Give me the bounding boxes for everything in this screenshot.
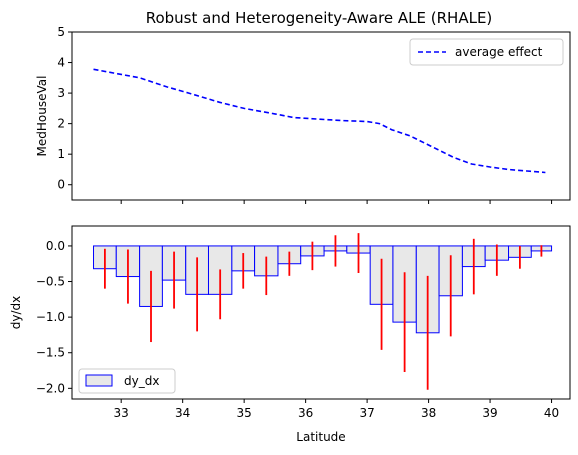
bottom-x-tick-label: 40 <box>544 406 559 420</box>
top-y-tick-label: 5 <box>57 25 65 39</box>
legend-swatch-dy-dx <box>85 374 113 387</box>
bottom-x-tick-label: 37 <box>359 406 374 420</box>
top-y-tick-label: 2 <box>57 117 65 131</box>
bottom-x-ticks: 33 34 35 36 37 38 39 40 <box>114 399 559 420</box>
top-y-axis-label: MedHouseVal <box>35 76 49 157</box>
top-y-ticks: 0 1 2 3 4 5 <box>57 25 72 192</box>
bottom-x-tick-label: 33 <box>114 406 129 420</box>
bottom-x-tick-label: 36 <box>298 406 313 420</box>
bottom-y-ticks: 0.0 −0.5 −1.0 −1.5 −2.0 <box>36 239 72 395</box>
top-x-ticks <box>120 200 553 204</box>
top-legend: average effect <box>409 38 564 66</box>
bottom-y-tick-label: −2.0 <box>36 381 65 395</box>
chart-title: Robust and Heterogeneity-Aware ALE (RHAL… <box>146 9 493 27</box>
legend-label-dy-dx: dy_dx <box>124 374 159 388</box>
bottom-plot-frame <box>71 225 571 400</box>
bottom-x-tick-label: 39 <box>482 406 497 420</box>
top-legend-box <box>409 38 564 66</box>
bottom-plot-panel: 0.0 −0.5 −1.0 −1.5 −2.0 33 34 35 36 37 38 39 40 dy/… <box>9 225 571 444</box>
bottom-x-tick-label: 35 <box>237 406 252 420</box>
bottom-y-tick-label: 0.0 <box>46 239 65 253</box>
bottom-y-tick-label: −1.5 <box>36 346 65 360</box>
bottom-y-tick-label: −1.0 <box>36 310 65 324</box>
bottom-bars-layer <box>93 245 553 334</box>
top-series-layer <box>93 68 546 174</box>
series-line-average-effect <box>93 68 546 174</box>
bottom-y-tick-label: −0.5 <box>36 275 65 289</box>
top-y-tick-label: 1 <box>57 147 65 161</box>
bottom-x-tick-label: 38 <box>421 406 436 420</box>
bottom-x-tick-label: 34 <box>175 406 190 420</box>
legend-label-average-effect: average effect <box>455 45 543 59</box>
bottom-y-axis-label: dy/dx <box>9 296 23 329</box>
top-plot-panel: 0 1 2 3 4 5 MedHouseVal average effect <box>35 25 571 204</box>
top-plot-frame <box>71 31 571 201</box>
top-y-tick-label: 3 <box>57 86 65 100</box>
top-y-tick-label: 0 <box>57 178 65 192</box>
top-y-tick-label: 4 <box>57 56 65 70</box>
bottom-error-bars-layer <box>103 233 543 390</box>
bottom-x-axis-label: Latitude <box>296 430 345 444</box>
bottom-legend: dy_dx <box>78 368 176 394</box>
